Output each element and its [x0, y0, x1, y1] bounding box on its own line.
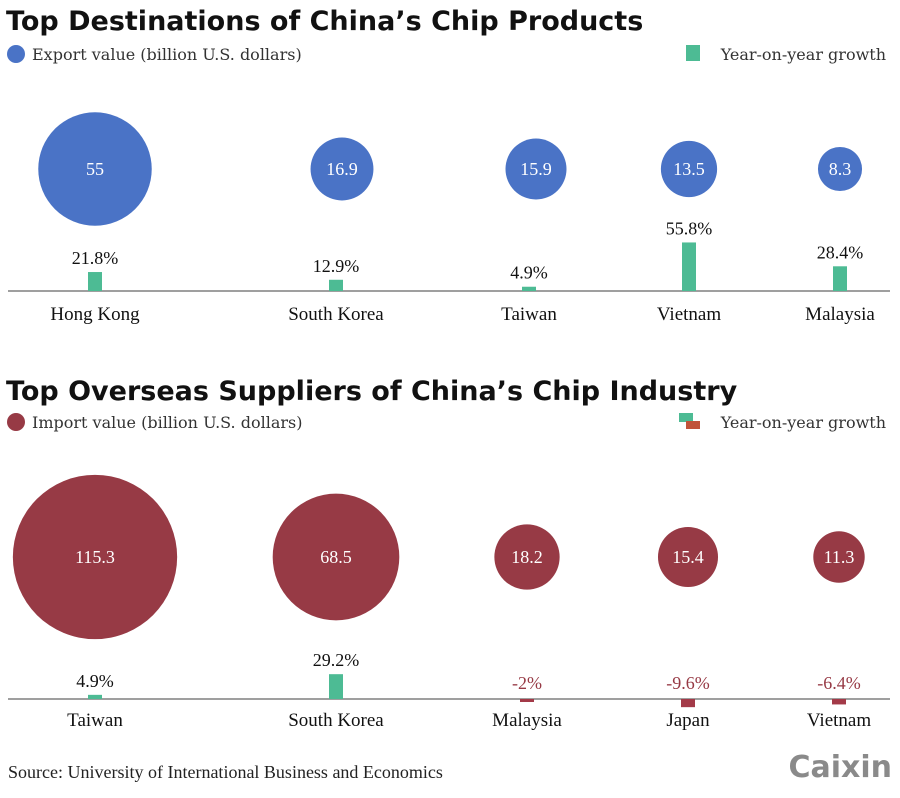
growth-label: 4.9%: [510, 263, 548, 283]
growth-bar: [329, 674, 343, 699]
value-bubble: [505, 138, 567, 200]
growth-label: 29.2%: [313, 650, 360, 670]
legend-value-marker: [7, 45, 25, 63]
legend-growth-marker: [686, 45, 700, 61]
category-label: Malaysia: [492, 710, 562, 731]
value-label: 11.3: [824, 547, 855, 567]
growth-bar: [88, 694, 102, 699]
growth-bar: [88, 272, 102, 291]
growth-label: 55.8%: [666, 218, 713, 238]
legend-growth-marker-negative: [686, 421, 700, 429]
category-label: Taiwan: [67, 710, 123, 731]
value-bubble: [657, 526, 719, 588]
growth-bar: [520, 699, 534, 702]
source-note: Source: University of International Busi…: [8, 762, 443, 782]
growth-label: 4.9%: [76, 671, 114, 691]
growth-bar: [681, 699, 695, 708]
value-bubble: [38, 112, 152, 226]
value-bubble: [660, 140, 718, 198]
legend-growth-label: Year-on-year growth: [720, 45, 886, 64]
value-label: 8.3: [829, 159, 852, 179]
growth-bar: [832, 699, 846, 705]
legend-growth-label: Year-on-year growth: [720, 413, 886, 432]
growth-label: 21.8%: [72, 248, 119, 268]
growth-label: 28.4%: [817, 242, 864, 262]
value-label: 68.5: [320, 547, 352, 567]
value-label: 115.3: [75, 547, 115, 567]
value-bubble: [817, 146, 863, 192]
legend-value-label: Export value (billion U.S. dollars): [32, 45, 302, 64]
value-label: 55: [86, 159, 104, 179]
value-label: 15.9: [520, 159, 552, 179]
chart-title: Top Overseas Suppliers of China’s Chip I…: [6, 376, 738, 407]
caixin-logo: Caixin: [788, 750, 892, 785]
value-bubble: [12, 474, 178, 640]
chart-title: Top Destinations of China’s Chip Product…: [6, 6, 643, 37]
growth-bar: [522, 286, 536, 291]
legend-growth-marker-positive: [679, 413, 693, 422]
category-label: Japan: [666, 710, 710, 731]
category-label: Malaysia: [805, 304, 875, 325]
value-label: 15.4: [672, 547, 704, 567]
growth-label: 12.9%: [313, 256, 360, 276]
legend-value-label: Import value (billion U.S. dollars): [32, 413, 302, 432]
value-label: 16.9: [326, 159, 358, 179]
category-label: Hong Kong: [50, 304, 140, 325]
category-label: Taiwan: [501, 304, 557, 325]
category-label: South Korea: [288, 304, 384, 325]
growth-bar: [682, 242, 696, 291]
value-bubble: [310, 137, 374, 201]
category-label: South Korea: [288, 710, 384, 731]
legend-value-marker: [7, 413, 25, 431]
category-label: Vietnam: [657, 304, 722, 325]
growth-bar: [833, 266, 847, 291]
category-label: Vietnam: [807, 710, 872, 731]
value-label: 13.5: [673, 159, 705, 179]
value-label: 18.2: [511, 547, 543, 567]
value-bubble: [813, 531, 865, 583]
value-bubble: [272, 493, 400, 621]
value-bubble: [494, 524, 560, 590]
growth-bar: [329, 279, 343, 291]
growth-label: -6.4%: [817, 673, 861, 693]
growth-label: -2%: [512, 673, 542, 693]
growth-label: -9.6%: [666, 673, 710, 693]
